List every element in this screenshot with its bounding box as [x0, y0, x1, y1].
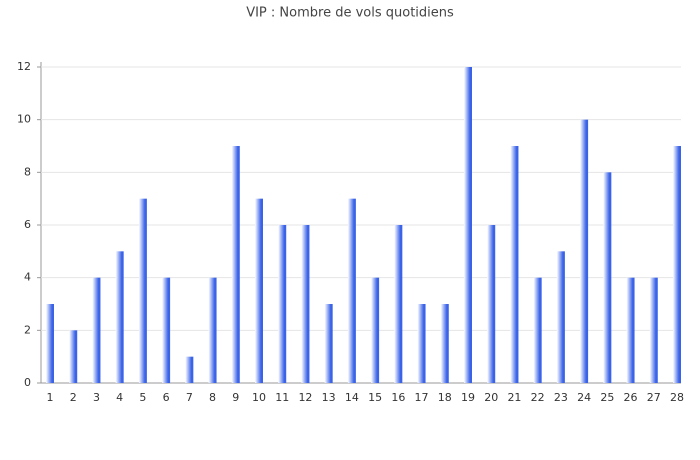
x-tick-label: 20: [484, 391, 498, 404]
bar: [92, 277, 101, 383]
bar: [626, 277, 635, 383]
x-tick-label: 26: [624, 391, 638, 404]
x-tick-label: 7: [186, 391, 193, 404]
bar: [278, 225, 287, 383]
x-tick-label: 16: [391, 391, 405, 404]
bar: [556, 251, 565, 383]
x-tick-label: 9: [232, 391, 239, 404]
chart-title: VIP : Nombre de vols quotidiens: [246, 6, 454, 21]
bar: [69, 330, 78, 383]
x-tick-label: 4: [116, 391, 123, 404]
bar: [673, 146, 681, 383]
x-tick-label: 5: [139, 391, 146, 404]
y-tick-label: 10: [17, 113, 31, 126]
x-tick-label: 17: [415, 391, 429, 404]
x-tick-label: 14: [345, 391, 359, 404]
y-tick-label: 12: [17, 60, 31, 73]
y-tick-label: 4: [24, 271, 31, 284]
bar: [603, 172, 612, 383]
bar: [510, 146, 519, 383]
x-tick-label: 10: [252, 391, 266, 404]
bar: [464, 67, 472, 383]
x-tick-label: 28: [670, 391, 684, 404]
bar: [162, 277, 171, 383]
bar: [46, 304, 54, 383]
x-tick-label: 6: [163, 391, 170, 404]
x-tick-label: 18: [438, 391, 452, 404]
x-tick-label: 3: [93, 391, 100, 404]
bar: [301, 225, 310, 383]
bar: [324, 304, 333, 383]
x-tick-label: 15: [368, 391, 382, 404]
y-tick-label: 6: [24, 218, 31, 231]
bar: [580, 119, 589, 384]
x-tick-label: 1: [47, 391, 54, 404]
x-tick-label: 23: [554, 391, 568, 404]
bar: [255, 198, 263, 383]
x-tick-label: 13: [322, 391, 336, 404]
bar: [487, 225, 496, 383]
bar: [371, 277, 380, 383]
x-tick-label: 22: [531, 391, 545, 404]
bar: [533, 277, 542, 383]
y-tick-label: 2: [24, 323, 31, 336]
x-tick-label: 11: [275, 391, 289, 404]
y-tick-label: 0: [24, 376, 31, 389]
x-tick-label: 21: [507, 391, 521, 404]
bar: [417, 304, 426, 383]
x-tick-label: 12: [298, 391, 312, 404]
x-tick-label: 24: [577, 391, 591, 404]
bar: [208, 277, 217, 383]
bar: [347, 198, 356, 383]
bar: [185, 356, 194, 383]
bar: [115, 251, 124, 383]
bar: [440, 304, 449, 383]
x-tick-label: 2: [70, 391, 77, 404]
bar: [649, 277, 658, 383]
x-tick-label: 27: [647, 391, 661, 404]
y-tick-label: 8: [24, 165, 31, 178]
bar: [138, 198, 147, 383]
x-tick-label: 19: [461, 391, 475, 404]
x-tick-label: 8: [209, 391, 216, 404]
bar: [394, 225, 403, 383]
x-tick-label: 25: [600, 391, 614, 404]
bar: [231, 146, 240, 383]
